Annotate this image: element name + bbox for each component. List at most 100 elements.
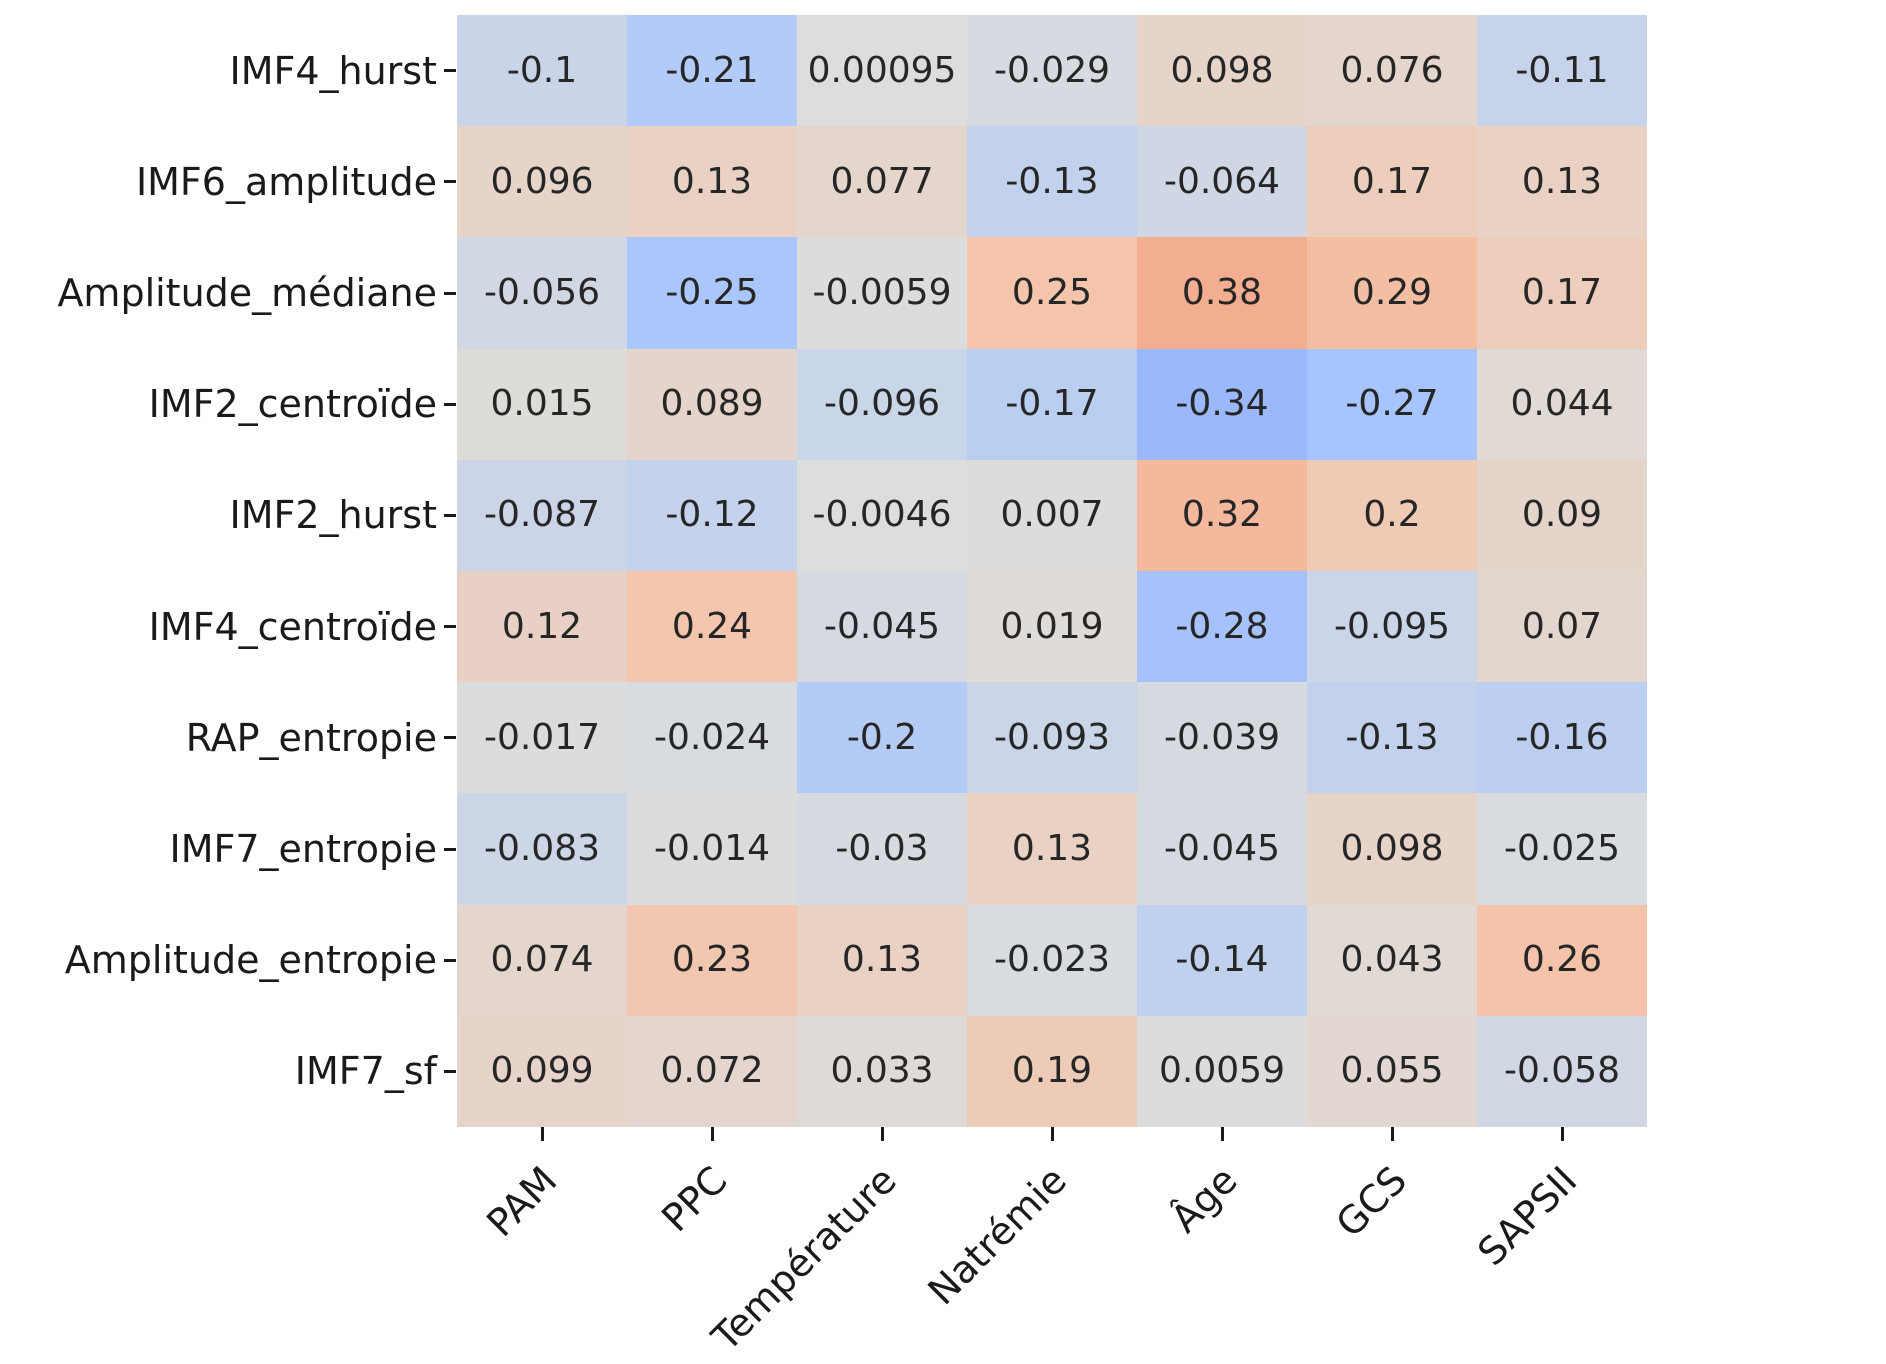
heatmap-cell: 0.23 [627,904,797,1016]
heatmap-cell: 0.099 [457,1015,627,1127]
y-tick-label: Amplitude_entropie [64,938,437,983]
y-tick-label: IMF6_amplitude [135,159,437,204]
x-tick-mark [710,1127,714,1141]
heatmap-cell: 0.098 [1307,793,1477,905]
heatmap-cell: -0.014 [627,793,797,905]
heatmap-cell: -0.17 [967,348,1137,460]
x-tick-mark [540,1127,544,1141]
heatmap-cell: 0.044 [1477,348,1647,460]
y-tick-label: IMF2_centroïde [148,382,437,427]
heatmap-cell: 0.007 [967,459,1137,571]
heatmap-cell: 0.13 [1477,126,1647,238]
heatmap-cell: -0.096 [797,348,967,460]
heatmap-cell: 0.26 [1477,904,1647,1016]
y-tick-mark [444,847,456,851]
heatmap-cell: -0.16 [1477,682,1647,794]
y-tick-mark [444,402,456,406]
heatmap-cell: 0.043 [1307,904,1477,1016]
x-tick-label: PPC [652,1158,736,1241]
heatmap-cell: -0.093 [967,682,1137,794]
heatmap-cell: 0.072 [627,1015,797,1127]
heatmap-cell: -0.1 [457,15,627,127]
heatmap-cell: 0.089 [627,348,797,460]
heatmap-cell: -0.03 [797,793,967,905]
heatmap-cell: -0.28 [1137,570,1307,683]
heatmap-cell: 0.19 [967,1015,1137,1127]
y-tick-label: IMF4_hurst [229,48,437,93]
y-tick-label: Amplitude_médiane [57,271,437,315]
heatmap-cell: 0.00095 [797,15,967,127]
x-tick-mark [1050,1127,1054,1141]
heatmap-cell: 0.019 [967,570,1137,683]
heatmap-cell: 0.076 [1307,15,1477,127]
heatmap-cell: -0.25 [627,237,797,349]
heatmap-cell: -0.14 [1137,904,1307,1016]
heatmap-cell: -0.087 [457,459,627,571]
heatmap-cell: 0.13 [627,126,797,238]
heatmap-cell: -0.045 [1137,793,1307,905]
heatmap-cell: -0.025 [1477,793,1647,905]
heatmap-cell: 0.055 [1307,1015,1477,1127]
heatmap-cell: 0.096 [457,126,627,238]
heatmap-cell: -0.095 [1307,570,1477,683]
heatmap-cell: -0.34 [1137,348,1307,460]
x-tick-label: SAPSII [1468,1158,1586,1275]
heatmap-cell: -0.083 [457,793,627,905]
heatmap-cell: -0.0059 [797,237,967,349]
x-tick-label: GCS [1327,1158,1416,1246]
y-tick-mark [444,180,456,184]
y-tick-mark [444,513,456,517]
heatmap-cell: -0.0046 [797,459,967,571]
heatmap-cell: 0.13 [797,904,967,1016]
heatmap-cell: -0.023 [967,904,1137,1016]
heatmap-cell: -0.024 [627,682,797,794]
heatmap-cell: 0.07 [1477,570,1647,683]
y-tick-label: IMF7_sf [294,1049,437,1094]
heatmap-cell: 0.25 [967,237,1137,349]
x-tick-mark [1220,1127,1224,1141]
y-tick-mark [444,736,456,740]
heatmap-cell: 0.033 [797,1015,967,1127]
y-tick-mark [444,958,456,962]
heatmap-cell: -0.27 [1307,348,1477,460]
heatmap-cell: 0.09 [1477,459,1647,571]
heatmap-cell: -0.064 [1137,126,1307,238]
x-tick-mark [1390,1127,1394,1141]
heatmap-cell: 0.2 [1307,459,1477,571]
heatmap-cell: -0.11 [1477,15,1647,127]
heatmap-cell: 0.098 [1137,15,1307,127]
heatmap-cell: -0.058 [1477,1015,1647,1127]
x-tick-label: Âge [1162,1158,1246,1242]
heatmap-cell: -0.045 [797,570,967,683]
heatmap-cell: -0.056 [457,237,627,349]
y-tick-label: IMF4_centroïde [148,604,437,649]
y-tick-mark [444,625,456,629]
heatmap-cell: -0.2 [797,682,967,794]
x-tick-mark [1560,1127,1564,1141]
heatmap-grid: -0.1 -0.21 0.00095 -0.029 0.098 0.076 -0.11 0.0… [457,15,1647,1127]
x-tick-mark [880,1127,884,1141]
heatmap-cell: 0.32 [1137,459,1307,571]
y-tick-mark [444,1069,456,1073]
heatmap-cell: -0.13 [967,126,1137,238]
y-tick-mark [444,69,456,73]
heatmap-cell: 0.29 [1307,237,1477,349]
heatmap-cell: 0.077 [797,126,967,238]
heatmap-cell: -0.13 [1307,682,1477,794]
heatmap-cell: 0.24 [627,570,797,683]
y-tick-mark [444,291,456,295]
heatmap-cell: 0.015 [457,348,627,460]
heatmap-cell: -0.029 [967,15,1137,127]
y-tick-label: IMF7_entropie [169,827,437,871]
heatmap-cell: 0.12 [457,570,627,683]
heatmap-cell: 0.17 [1307,126,1477,238]
heatmap-cell: 0.17 [1477,237,1647,349]
y-tick-label: IMF2_hurst [229,493,437,538]
x-tick-label: Natrémie [919,1158,1076,1314]
heatmap-cell: -0.039 [1137,682,1307,794]
heatmap-cell: -0.21 [627,15,797,127]
heatmap-cell: 0.13 [967,793,1137,905]
heatmap-cell: 0.38 [1137,237,1307,349]
heatmap-cell: -0.017 [457,682,627,794]
